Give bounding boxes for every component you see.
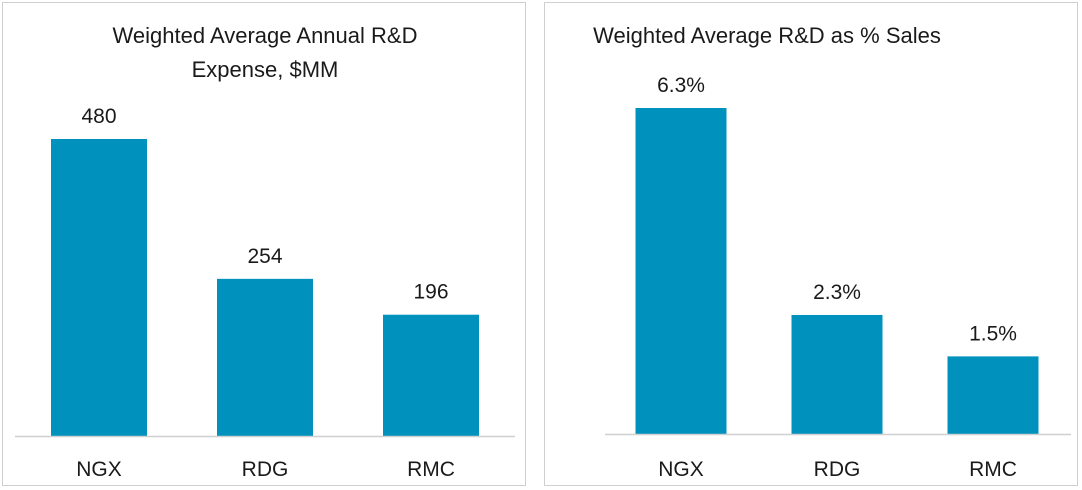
bar-group: 480 NGX 254 RDG 196 RMC bbox=[51, 105, 479, 481]
bar-group: 6.3% NGX 2.3% RDG 1.5% RMC bbox=[635, 74, 1039, 481]
bar-rdg bbox=[791, 314, 883, 434]
category-label-rdg: RDG bbox=[242, 458, 289, 481]
chart-title-line-1: Weighted Average R&D as % Sales bbox=[593, 23, 941, 48]
data-label-ngx: 6.3% bbox=[657, 74, 705, 97]
chart-panel-rd-expense: Weighted Average Annual R&D Expense, $MM… bbox=[2, 2, 526, 486]
data-label-rmc: 1.5% bbox=[969, 322, 1017, 345]
data-label-rdg: 2.3% bbox=[813, 281, 861, 304]
chart-rd-percent-sales: Weighted Average R&D as % Sales 6.3% NGX 2… bbox=[593, 23, 1071, 481]
data-label-rmc: 196 bbox=[413, 281, 448, 304]
chart-rd-expense: Weighted Average Annual R&D Expense, $MM… bbox=[15, 23, 515, 481]
chart-title-line-1: Weighted Average Annual R&D bbox=[113, 23, 418, 48]
data-label-rdg: 254 bbox=[247, 245, 282, 268]
category-label-rdg: RDG bbox=[814, 458, 861, 481]
category-label-rmc: RMC bbox=[969, 458, 1017, 481]
bar-ngx bbox=[635, 108, 727, 434]
data-label-ngx: 480 bbox=[81, 105, 116, 128]
chart-title-line-2: Expense, $MM bbox=[192, 57, 339, 82]
category-label-ngx: NGX bbox=[658, 458, 704, 481]
bar-rmc bbox=[947, 356, 1039, 434]
category-label-rmc: RMC bbox=[407, 458, 455, 481]
chart-panel-rd-percent-sales: Weighted Average R&D as % Sales 6.3% NGX 2… bbox=[544, 2, 1078, 486]
category-label-ngx: NGX bbox=[76, 458, 122, 481]
bar-rdg bbox=[217, 278, 313, 436]
bar-ngx bbox=[51, 139, 147, 436]
bar-rmc bbox=[383, 314, 479, 436]
